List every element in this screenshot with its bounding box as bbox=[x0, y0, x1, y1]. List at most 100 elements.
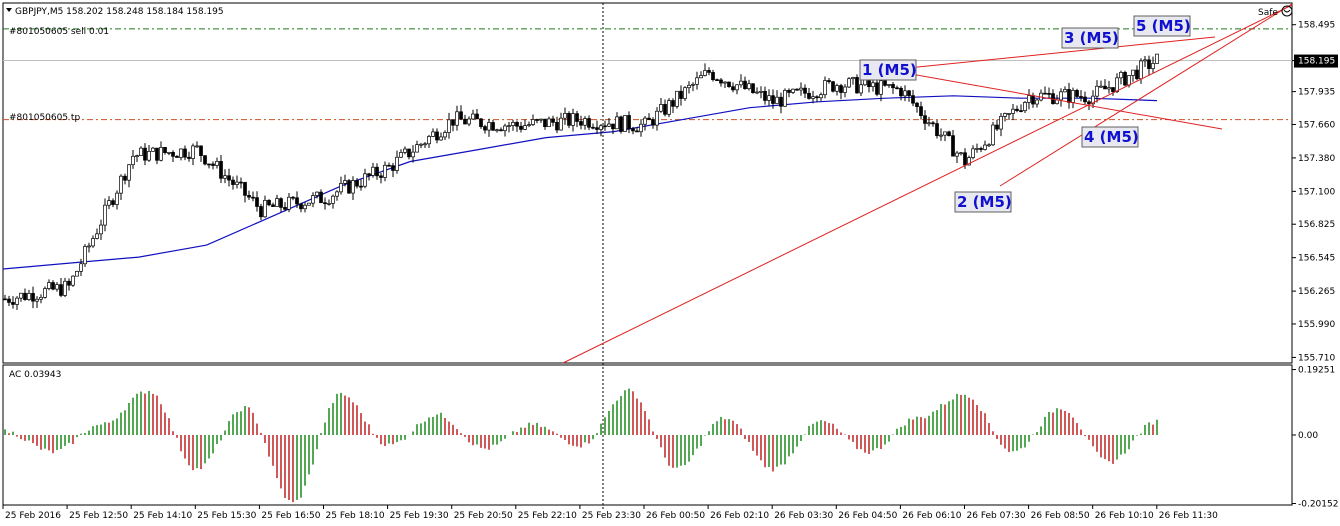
price-tick-label: 157.660 bbox=[1298, 120, 1335, 130]
candle-body bbox=[1083, 96, 1087, 103]
candle-body bbox=[295, 197, 299, 205]
candle-body bbox=[15, 297, 19, 305]
candle-body bbox=[915, 102, 919, 107]
candle-body bbox=[411, 151, 415, 158]
candle-body bbox=[51, 282, 55, 290]
candle-body bbox=[603, 125, 607, 128]
candle-body bbox=[231, 179, 235, 185]
candle-body bbox=[271, 204, 275, 207]
candle-body bbox=[631, 128, 635, 132]
candle-body bbox=[291, 196, 295, 199]
candle-body bbox=[123, 175, 127, 181]
wave-label-3[interactable]: 3 (M5) bbox=[1061, 27, 1119, 49]
candle-body bbox=[235, 181, 239, 185]
candle-body bbox=[423, 143, 427, 146]
candle-body bbox=[287, 196, 291, 210]
price-tick-label: 155.710 bbox=[1298, 353, 1335, 363]
candle-body bbox=[263, 199, 267, 218]
time-tick-label: 25 Feb 14:10 bbox=[133, 511, 192, 521]
candle-body bbox=[955, 152, 959, 157]
time-tick-label: 25 Feb 19:30 bbox=[390, 511, 449, 521]
svg-text:1 (M5): 1 (M5) bbox=[862, 61, 917, 79]
candle-body bbox=[1115, 77, 1119, 93]
candle-body bbox=[927, 122, 931, 125]
svg-text:4 (M5): 4 (M5) bbox=[1084, 128, 1139, 146]
candle-body bbox=[587, 118, 591, 128]
candle-body bbox=[679, 90, 683, 99]
time-tick-label: 26 Feb 06:10 bbox=[902, 511, 961, 521]
candle-body bbox=[891, 84, 895, 89]
candle-body bbox=[995, 124, 999, 130]
candle-body bbox=[195, 145, 199, 148]
candle-body bbox=[775, 96, 779, 104]
candle-body bbox=[671, 100, 675, 107]
candle-body bbox=[923, 115, 927, 124]
candle-body bbox=[415, 144, 419, 153]
candle-body bbox=[395, 156, 399, 171]
candle-body bbox=[855, 77, 859, 94]
trendline-channel-lower[interactable] bbox=[999, 3, 1293, 187]
price-tick-label: 156.265 bbox=[1298, 287, 1335, 297]
candle-body bbox=[639, 123, 643, 133]
candle-body bbox=[227, 175, 231, 181]
candle-body bbox=[323, 202, 327, 205]
candle-body bbox=[831, 81, 835, 92]
candle-body bbox=[275, 198, 279, 207]
candle-body bbox=[971, 148, 975, 158]
candles bbox=[3, 53, 1159, 311]
time-tick-label: 26 Feb 02:10 bbox=[710, 511, 769, 521]
symbol-dropdown-icon[interactable] bbox=[6, 8, 12, 12]
candle-body bbox=[575, 113, 579, 122]
wave-label-5[interactable]: 5 (M5) bbox=[1133, 15, 1191, 37]
trendlines[interactable] bbox=[562, 3, 1293, 364]
time-axis: 25 Feb 2016 25 Feb 12:50 25 Feb 14:10 25 Fe… bbox=[2, 505, 1218, 521]
candle-body bbox=[215, 161, 219, 166]
candle-body bbox=[563, 113, 567, 119]
candle-body bbox=[371, 166, 375, 176]
candle-body bbox=[799, 87, 803, 91]
candle-body bbox=[531, 119, 535, 125]
candle-body bbox=[655, 110, 659, 126]
candle-body bbox=[851, 77, 855, 80]
candle-body bbox=[91, 238, 95, 247]
candle-body bbox=[695, 77, 699, 85]
candle-body bbox=[87, 245, 91, 248]
candle-body bbox=[119, 175, 123, 194]
candle-body bbox=[819, 94, 823, 99]
time-tick-label: 25 Feb 12:50 bbox=[69, 511, 128, 521]
safe-mode-icon[interactable] bbox=[1281, 5, 1293, 17]
candle-body bbox=[43, 288, 47, 298]
time-tick-label: 26 Feb 10:10 bbox=[1095, 511, 1154, 521]
candle-body bbox=[743, 80, 747, 90]
candle-body bbox=[279, 198, 283, 208]
candle-body bbox=[179, 148, 183, 158]
trendline-wave-1-4[interactable] bbox=[887, 69, 1223, 130]
candle-body bbox=[827, 80, 831, 83]
candle-body bbox=[451, 119, 455, 126]
candle-body bbox=[1119, 72, 1123, 79]
candle-body bbox=[127, 164, 131, 181]
candle-body bbox=[651, 119, 655, 126]
time-tick-label: 26 Feb 11:30 bbox=[1159, 511, 1218, 521]
wave-label-2[interactable]: 2 (M5) bbox=[954, 191, 1012, 213]
time-tick-label: 26 Feb 08:50 bbox=[1031, 511, 1090, 521]
candle-body bbox=[623, 115, 627, 132]
candle-body bbox=[1067, 89, 1071, 103]
main-chart-frame bbox=[2, 2, 1293, 364]
time-tick-label: 25 Feb 15:30 bbox=[197, 511, 256, 521]
candle-body bbox=[1087, 101, 1091, 105]
candle-body bbox=[1075, 90, 1079, 97]
candle-body bbox=[355, 180, 359, 187]
candle-body bbox=[495, 129, 499, 132]
wave-label-4[interactable]: 4 (M5) bbox=[1081, 126, 1139, 148]
current-price-tag: 158.195 bbox=[1294, 54, 1338, 68]
candle-body bbox=[519, 125, 523, 130]
candle-body bbox=[939, 134, 943, 137]
trendline-long[interactable] bbox=[562, 4, 1293, 364]
candle-body bbox=[663, 104, 667, 115]
candle-body bbox=[1003, 113, 1007, 117]
candle-body bbox=[667, 100, 671, 115]
trendline-wave-1-3[interactable] bbox=[887, 36, 1216, 71]
wave-label-1[interactable]: 1 (M5) bbox=[859, 59, 917, 81]
